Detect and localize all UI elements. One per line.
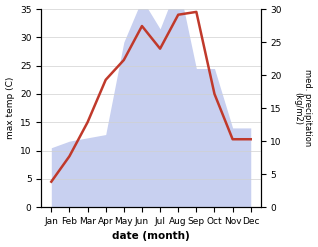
Y-axis label: max temp (C): max temp (C) (5, 77, 15, 139)
X-axis label: date (month): date (month) (112, 231, 190, 242)
Y-axis label: med. precipitation
(kg/m2): med. precipitation (kg/m2) (293, 69, 313, 147)
